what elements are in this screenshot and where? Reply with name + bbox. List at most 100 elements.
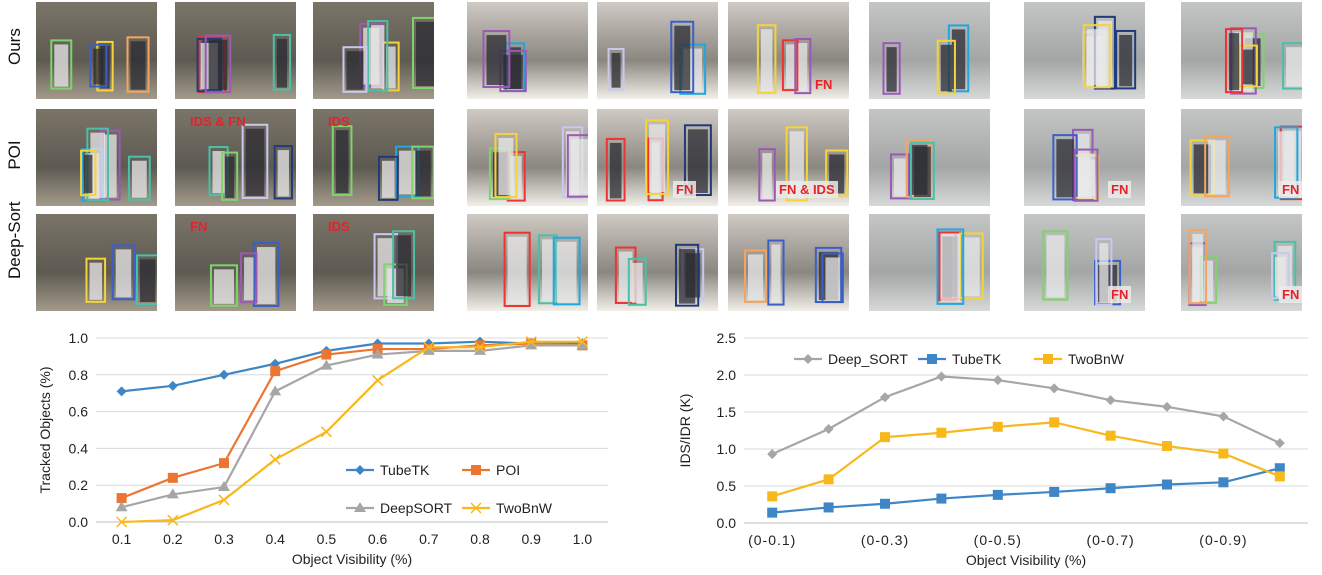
data-point [1218,448,1229,459]
data-point [576,339,589,350]
error-tag: FN [1108,181,1132,198]
series-line-tubetk [121,340,583,393]
legend-label: TubeTK [952,351,1002,367]
series-line-twobnw [771,421,1281,498]
legend-item: TwoBnW [462,500,553,516]
data-point [115,501,128,512]
data-point [269,385,282,396]
x-tick-label: 0.7 [419,531,439,547]
data-point [1162,441,1172,452]
data-point [767,449,778,460]
legend-item: TubeTK [918,351,1002,367]
frame-ds-7 [869,214,990,311]
y-tick-label: 2.0 [717,367,737,383]
error-tag: FN [1279,286,1303,303]
data-point [372,374,384,386]
frame-ours-8 [1024,2,1145,99]
data-point [116,493,127,504]
error-tag: IDS [328,114,350,129]
data-point [218,494,230,506]
data-point [166,488,179,499]
y-tick-label: 1.5 [717,404,737,420]
frame-ds-6 [728,214,849,311]
frame-ds-2 [175,214,296,311]
tracked-objects-chart: 0.0 0.2 0.4 0.6 0.8 1.0 0.1 0.2 0.3 0.4 0.5 0.6 0.7 0… [37,330,608,567]
x-axis-label: Object Visibility (%) [292,551,412,567]
data-point [1105,483,1116,494]
data-point [269,453,281,465]
y-tick-label: 0.0 [717,515,737,531]
frame-poi-5 [597,109,718,206]
legend-label: TubeTK [380,462,430,478]
frame-ds-1 [36,214,157,311]
data-point [1218,411,1229,422]
data-point [823,424,834,435]
data-point [880,392,890,403]
data-point [371,348,384,359]
x-tick-label: 0.8 [470,531,490,547]
series-line-deep_sort [771,375,1281,456]
data-point [1049,486,1060,497]
legend-label: POI [496,462,520,478]
data-point [992,375,1003,386]
legend-item: DeepSORT [346,500,453,516]
legend-item: POI [462,462,520,478]
data-point [471,465,481,475]
frame-ours-9 [1181,2,1302,99]
frame-poi-7 [869,109,990,206]
x-tick-label: 0.3 [214,531,234,547]
data-point [767,507,778,518]
y-tick-label: 2.5 [717,330,737,346]
x-tick-label: 0.5 [317,531,337,547]
data-point [936,371,947,382]
data-point [219,369,229,380]
series-line-deepsort [121,344,583,509]
data-point [823,502,834,513]
data-point [1162,401,1172,412]
frame-ours-6 [728,2,849,99]
frame-ours-1 [36,2,157,99]
data-point [936,427,947,438]
frame-ours-2 [175,2,296,99]
y-tick-label: 0.4 [69,440,89,456]
y-tick-label: 1.0 [69,330,89,346]
legend-label: Deep_SORT [828,351,908,367]
data-point [355,465,365,475]
y-tick-label: 1.0 [717,441,737,457]
data-point [270,366,281,377]
x-tick-label: 0.4 [265,531,285,547]
data-point [320,359,333,370]
data-point [803,354,813,364]
y-tick-label: 0.8 [69,367,89,383]
data-point [992,489,1003,500]
data-point [218,481,230,492]
y-tick-label: 0.6 [69,404,89,420]
data-point [474,344,486,355]
data-point [423,341,435,353]
data-point [321,349,332,360]
data-point [767,491,778,502]
series-line-twobnw [121,340,583,524]
y-tick-label: 0.0 [69,514,89,530]
data-point [927,354,937,364]
frame-ds-5 [597,214,718,311]
legend-item: TwoBnW [1034,351,1125,367]
data-point [823,474,834,485]
legend-label: DeepSORT [380,500,453,516]
data-point [1105,430,1116,441]
data-point [880,432,890,443]
data-point [992,421,1003,432]
series-line-tubetk [772,467,1281,514]
data-point [474,341,486,353]
data-point [470,502,482,514]
y-tick-label: 0.2 [69,477,89,493]
legend-item: TubeTK [346,462,430,478]
frame-poi-9 [1181,109,1302,206]
data-point [1105,395,1116,406]
frame-ours-3 [313,2,434,99]
data-point [167,472,178,483]
x-tick-label: (0-0.7) [1086,532,1134,548]
data-point [354,502,366,512]
frame-poi-2 [175,109,296,206]
frame-poi-1 [36,109,157,206]
